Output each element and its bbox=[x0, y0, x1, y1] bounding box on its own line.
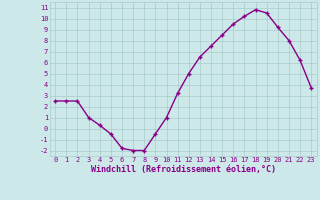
X-axis label: Windchill (Refroidissement éolien,°C): Windchill (Refroidissement éolien,°C) bbox=[91, 165, 276, 174]
